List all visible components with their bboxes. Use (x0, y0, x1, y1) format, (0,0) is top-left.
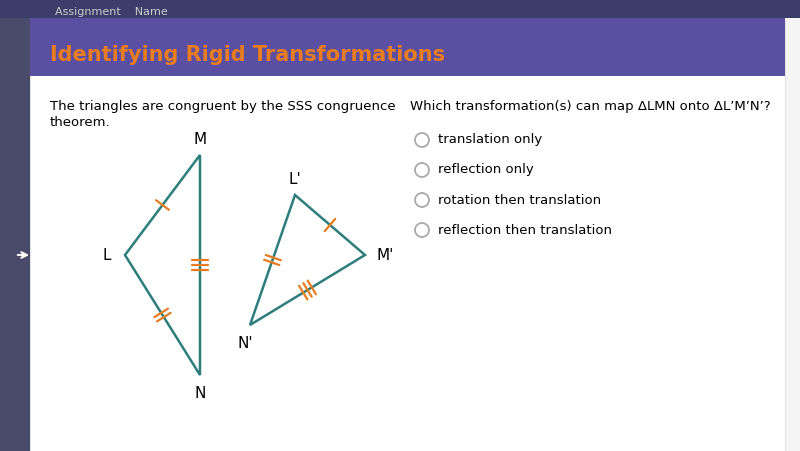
Text: N': N' (237, 336, 253, 350)
Text: reflection then translation: reflection then translation (438, 224, 612, 236)
Text: M': M' (376, 248, 394, 262)
Text: L: L (102, 248, 111, 262)
Text: Which transformation(s) can map ΔLMN onto ΔL’M’N’?: Which transformation(s) can map ΔLMN ont… (410, 100, 770, 113)
Text: translation only: translation only (438, 133, 542, 147)
FancyBboxPatch shape (30, 18, 785, 76)
FancyBboxPatch shape (30, 18, 785, 451)
FancyBboxPatch shape (0, 0, 800, 18)
Text: L': L' (289, 171, 302, 187)
Text: N: N (194, 386, 206, 400)
Text: theorem.: theorem. (50, 116, 110, 129)
Text: Assignment    Name: Assignment Name (55, 7, 168, 17)
FancyBboxPatch shape (0, 18, 30, 451)
Text: The triangles are congruent by the SSS congruence: The triangles are congruent by the SSS c… (50, 100, 396, 113)
Text: Identifying Rigid Transformations: Identifying Rigid Transformations (50, 45, 445, 65)
Text: M: M (194, 132, 206, 147)
Text: rotation then translation: rotation then translation (438, 193, 601, 207)
Text: reflection only: reflection only (438, 164, 534, 176)
